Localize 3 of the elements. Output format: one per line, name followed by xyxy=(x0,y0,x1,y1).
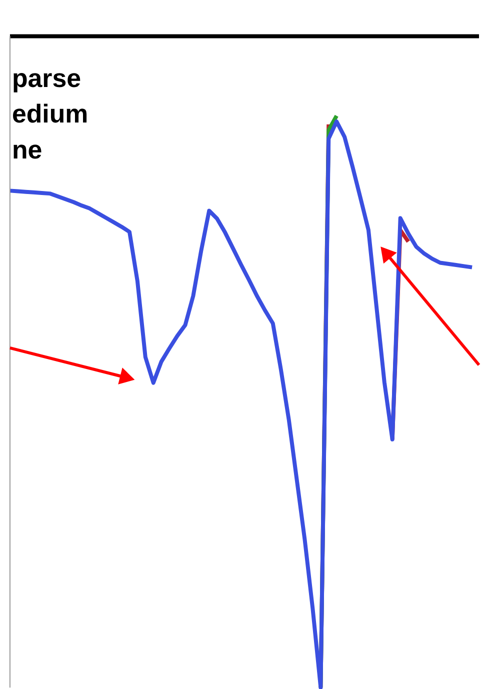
annotation: edium xyxy=(12,100,88,129)
annotation: ne xyxy=(12,136,42,165)
text: parse xyxy=(12,64,81,93)
